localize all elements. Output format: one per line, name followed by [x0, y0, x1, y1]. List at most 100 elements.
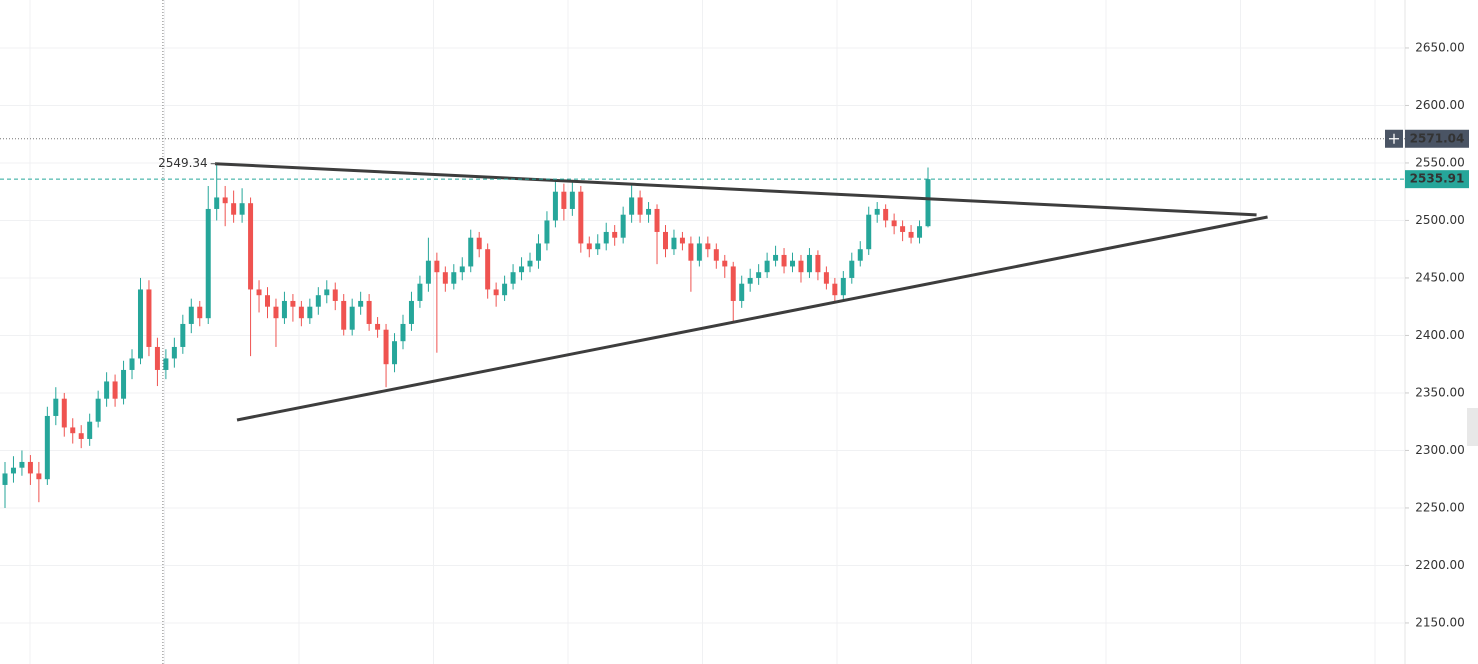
candle-body	[688, 243, 694, 261]
candle-body	[214, 197, 220, 209]
candle-body	[341, 300, 347, 330]
candle-body	[764, 260, 770, 273]
candle-body	[104, 381, 110, 399]
y-tick-label: 2600.00	[1415, 98, 1465, 112]
candle-body	[171, 346, 177, 359]
candle-body	[44, 415, 50, 480]
candle-body	[137, 289, 143, 359]
candle-body	[866, 214, 872, 250]
candle-body	[2, 473, 8, 485]
trend-line	[214, 162, 1257, 217]
candle-body	[586, 243, 592, 250]
candle-body	[324, 289, 330, 296]
candle-body	[637, 197, 643, 215]
candle-body	[468, 237, 474, 267]
candle-body	[874, 208, 880, 215]
candle-body	[349, 306, 355, 330]
candle-body	[806, 254, 812, 273]
candle-body	[417, 283, 423, 301]
candle-body	[561, 191, 567, 209]
candle-body	[451, 272, 457, 284]
candle-body	[730, 266, 736, 301]
candle-body	[70, 427, 76, 434]
candle-body	[53, 398, 59, 416]
candle-body	[883, 208, 889, 221]
y-tick-label: 2450.00	[1415, 270, 1465, 284]
candle-body	[646, 208, 652, 215]
candle-body	[383, 329, 389, 365]
candle-body	[510, 272, 516, 284]
last-price-tag	[1405, 170, 1469, 189]
candle-body	[375, 323, 381, 330]
candle-body	[188, 306, 194, 324]
y-tick-label: 2300.00	[1415, 443, 1465, 457]
candle-body	[27, 461, 33, 474]
candle-body	[154, 346, 160, 370]
candle-body	[671, 237, 677, 250]
candle-body	[485, 249, 491, 290]
candle-body	[121, 369, 127, 399]
y-tick-label: 2500.00	[1415, 213, 1465, 227]
candle-body	[781, 254, 787, 267]
y-tick-label: 2650.00	[1415, 40, 1465, 54]
candle-body	[10, 467, 16, 474]
candle-body	[696, 243, 702, 261]
candle-body	[197, 306, 203, 319]
candle-body	[679, 237, 685, 244]
candle-body	[612, 231, 618, 238]
crosshair-add-icon	[1389, 133, 1399, 144]
candle-body	[493, 289, 499, 296]
high-label: 2549.34	[158, 156, 208, 170]
candle-body	[476, 237, 482, 250]
candle-body	[265, 295, 271, 307]
candle-body	[392, 341, 398, 365]
scroll-handle[interactable]	[1467, 408, 1478, 446]
candle-body	[603, 231, 609, 244]
y-tick-label: 2200.00	[1415, 558, 1465, 572]
candle-body	[95, 398, 101, 422]
candle-body	[747, 277, 753, 284]
candle-body	[112, 381, 118, 399]
candle-body	[739, 283, 745, 301]
candle-body	[425, 260, 431, 284]
candle-body	[36, 473, 42, 480]
candle-body	[222, 197, 228, 204]
candle-body	[552, 191, 558, 221]
candle-body	[849, 260, 855, 278]
candle-body	[857, 249, 863, 261]
trend-line	[236, 215, 1268, 422]
candle-body	[205, 208, 211, 319]
candle-body	[78, 433, 84, 439]
candle-body	[273, 306, 279, 319]
crosshair-price-label: 2571.04	[1410, 131, 1465, 145]
candle-body	[129, 358, 135, 370]
candle-body	[502, 283, 508, 296]
candle-body	[332, 289, 338, 301]
candle-body	[146, 289, 152, 347]
candle-body	[366, 300, 372, 324]
candle-body	[790, 260, 796, 267]
candle-body	[713, 249, 719, 261]
last-price-label: 2535.91	[1410, 172, 1465, 186]
candle-body	[400, 323, 406, 342]
candle-body	[248, 203, 254, 290]
candle-body	[662, 231, 668, 250]
candle-body	[434, 260, 440, 273]
candle-body	[459, 266, 465, 273]
candle-body	[442, 272, 448, 284]
candle-body	[908, 231, 914, 238]
candle-body	[705, 243, 711, 250]
candle-body	[756, 272, 762, 278]
candle-body	[19, 461, 25, 468]
y-tick-label: 2250.00	[1415, 500, 1465, 514]
candle-body	[823, 272, 829, 284]
candle-body	[61, 398, 67, 428]
candle-body	[840, 277, 846, 296]
candle-body	[578, 191, 584, 244]
candle-body	[290, 300, 296, 307]
candle-body	[298, 306, 304, 319]
candle-body	[535, 243, 541, 261]
candle-body	[87, 421, 93, 439]
